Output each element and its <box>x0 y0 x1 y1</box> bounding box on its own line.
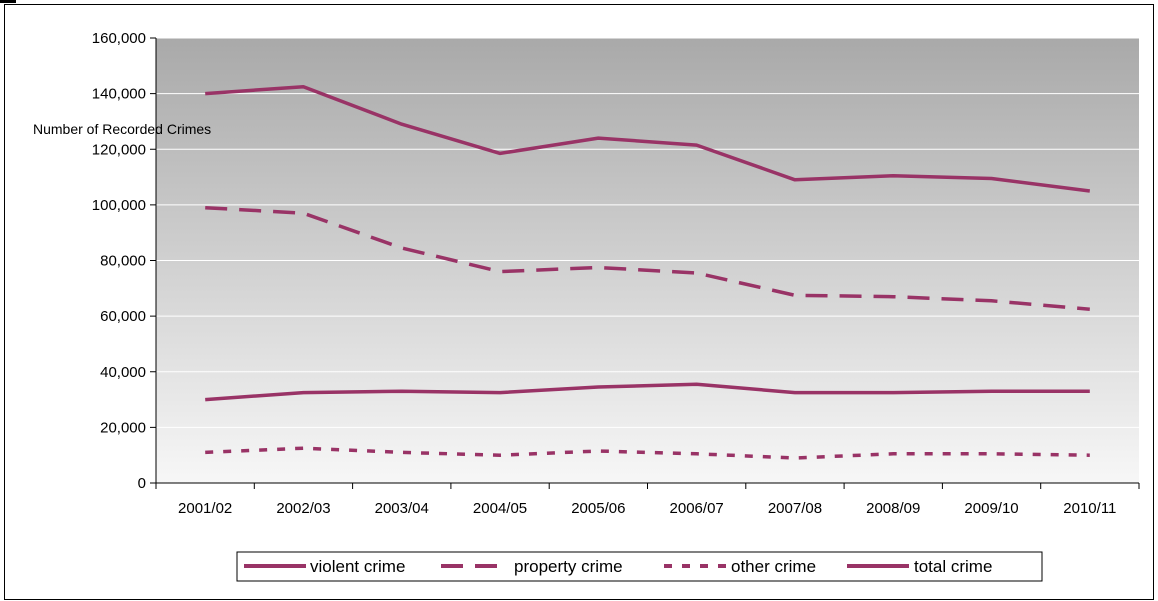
x-tick-label: 2010/11 <box>1063 500 1116 517</box>
x-tick-label: 2005/06 <box>571 500 625 517</box>
axes <box>150 37 1140 489</box>
x-tick-label: 2001/02 <box>178 500 232 517</box>
x-tick-label: 2008/09 <box>866 500 920 517</box>
x-tick-label: 2004/05 <box>473 500 527 517</box>
gridlines <box>156 37 1139 428</box>
legend-label-violent-crime: violent crime <box>310 557 405 576</box>
y-tick-label: 60,000 <box>100 308 146 325</box>
y-tick-label: 0 <box>138 475 146 492</box>
legend: violent crime property crime other crime to… <box>236 551 1043 582</box>
series-line-other-crime <box>205 446 1090 460</box>
legend-label-property-crime: property crime <box>514 557 623 576</box>
y-tick-label: 80,000 <box>100 253 146 270</box>
y-tick-label: 100,000 <box>92 197 146 214</box>
x-tick-label: 2009/10 <box>964 500 1018 517</box>
x-tick-label: 2007/08 <box>768 500 822 517</box>
series-line-violent-crime <box>205 382 1090 402</box>
x-tick-label: 2003/04 <box>375 500 429 517</box>
y-tick-label: 140,000 <box>92 86 146 103</box>
series-line-property-crime <box>205 205 1090 311</box>
y-tick-label: 20,000 <box>100 419 146 436</box>
series-line-total-crime <box>205 84 1091 193</box>
y-tick-label: 40,000 <box>100 364 146 381</box>
x-tick-label: 2002/03 <box>276 500 330 517</box>
x-tick-label: 2006/07 <box>670 500 724 517</box>
corner-mark <box>0 0 16 3</box>
series-lines <box>205 84 1091 460</box>
y-axis-label: Number of Recorded Crimes <box>33 121 211 137</box>
chart-frame <box>4 4 1154 600</box>
legend-label-total-crime: total crime <box>914 557 992 576</box>
legend-label-other-crime: other crime <box>731 557 816 576</box>
y-tick-label: 160,000 <box>92 30 146 47</box>
y-tick-label: 120,000 <box>92 141 146 158</box>
tick-labels: 0 20,000 40,000 60,000 80,000 100,000 120,000 1… <box>92 30 1117 517</box>
